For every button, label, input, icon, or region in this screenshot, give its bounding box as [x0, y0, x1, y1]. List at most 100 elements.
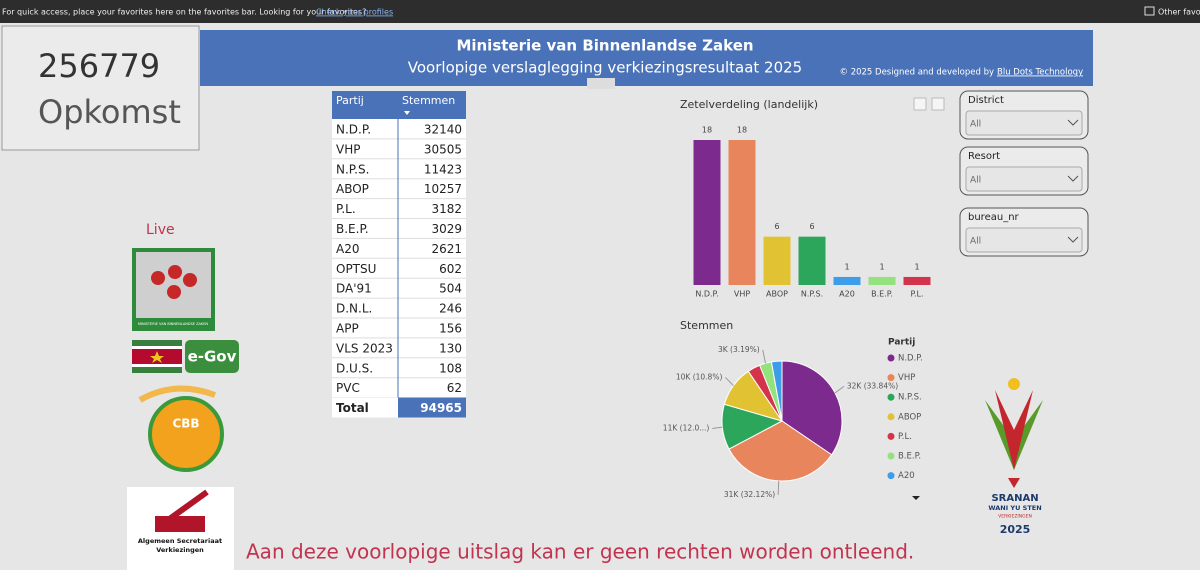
party-cell: D.U.S.: [336, 361, 373, 375]
total-value-cell: [398, 397, 466, 418]
pie-value-label: 31K (32.12%): [724, 490, 775, 499]
party-cell: N.D.P.: [336, 122, 371, 136]
votes-cell: 30505: [424, 142, 462, 156]
legend-label: N.D.P.: [898, 354, 923, 364]
sort-arrow: [404, 111, 410, 115]
bar-value-label: 1: [879, 262, 884, 271]
column-header: Partij: [336, 94, 364, 107]
filter-icon[interactable]: [913, 97, 927, 111]
bar-category-label: B.E.P.: [871, 290, 893, 299]
favorites-bar: [0, 0, 1200, 23]
legend-swatch: [887, 354, 895, 362]
brand-head: [1008, 378, 1020, 390]
live-label: Live: [146, 222, 175, 238]
legend-swatch: [887, 452, 895, 460]
bar: [728, 140, 756, 285]
bar: [693, 140, 721, 285]
votes-cell: 32140: [424, 122, 462, 136]
legend-more[interactable]: [912, 496, 920, 500]
legend-swatch: [887, 432, 895, 440]
header-credit: © 2025 Designed and developed by: [840, 68, 995, 78]
votes-cell: 3029: [431, 222, 462, 236]
party-cell: D.N.L.: [336, 302, 372, 316]
party-cell: DA'91: [336, 282, 372, 296]
votes-cell: 246: [439, 302, 462, 316]
slicer-dropdown[interactable]: [965, 166, 1083, 192]
votes-cell: 3182: [431, 202, 462, 216]
bar: [763, 236, 791, 285]
brand-line: WANI YU STEN: [988, 504, 1041, 512]
bar-category-label: ABOP: [766, 290, 788, 299]
votes-cell: 62: [447, 381, 462, 395]
leader-line: [762, 349, 766, 364]
party-cell: A20: [336, 242, 359, 256]
legend-label: N.P.S.: [898, 393, 922, 403]
egov-badge: [185, 340, 239, 373]
legend-label: B.E.P.: [898, 452, 921, 462]
total-row: [332, 397, 398, 418]
slicer-label: Resort: [968, 151, 1000, 162]
favorites-message: For quick access, place your favorites h…: [2, 8, 366, 17]
pie-value-label: 11K (12.0...): [663, 424, 710, 433]
bar-value-label: 18: [737, 126, 747, 135]
pie-value-label: 3K (3.19%): [718, 345, 760, 354]
legend-label: VHP: [898, 373, 915, 383]
bar-value-label: 6: [809, 222, 814, 231]
header-subtitle: Voorlopige verslaglegging verkiezingsres…: [408, 59, 802, 77]
egov-text: e-Gov: [188, 348, 237, 366]
dropdown-chevron: [1067, 119, 1079, 126]
votes-cell: 504: [439, 282, 462, 296]
flag-stripe: [132, 367, 182, 373]
party-cell: OPTSU: [336, 262, 376, 276]
dropdown-chevron: [1067, 236, 1079, 243]
votes-cell: 10257: [424, 182, 462, 196]
slicer-value: All: [970, 176, 981, 186]
slicer-dropdown[interactable]: [965, 110, 1083, 136]
kpi-card: [1, 25, 200, 151]
legend-swatch: [887, 472, 895, 480]
focus-icon[interactable]: [931, 97, 945, 111]
leader-line: [777, 480, 780, 495]
legend-label: P.L.: [898, 432, 912, 442]
cbb-logo: [148, 396, 224, 472]
ministry-logo-inner: [136, 252, 211, 318]
slicer-label: bureau_nr: [968, 212, 1020, 223]
total-label: Total: [336, 401, 369, 415]
pie-value-label: 32K (33.84%): [847, 381, 898, 390]
logo-figure: [168, 265, 182, 279]
votes-cell: 156: [439, 321, 462, 335]
bar-value-label: 1: [844, 262, 849, 271]
party-cell: VHP: [336, 142, 360, 156]
party-cell: APP: [336, 321, 359, 335]
profiles-link[interactable]: Check your profiles: [316, 8, 393, 17]
leader-line: [834, 385, 845, 394]
column-header: Stemmen: [402, 94, 455, 107]
bar: [903, 276, 931, 285]
logo-figure: [151, 271, 165, 285]
cbb-swoosh: [138, 385, 217, 403]
visual-toolbar[interactable]: [587, 78, 615, 89]
dropdown-chevron: [1067, 175, 1079, 182]
leader-line: [725, 377, 734, 387]
bar-category-label: VHP: [734, 290, 750, 299]
disclaimer: Aan deze voorlopige uitslag kan er geen …: [246, 540, 914, 564]
slicer-dropdown[interactable]: [965, 227, 1083, 253]
ballot: [166, 489, 209, 523]
legend-swatch: [887, 413, 895, 421]
pie-slice: [770, 360, 783, 422]
votes-cell: 11423: [424, 162, 462, 176]
folder-icon: [1144, 6, 1155, 16]
brand-mark: [1008, 478, 1020, 488]
asv-text: Verkiezingen: [156, 546, 204, 554]
other-favorites: Other favorites: [1158, 8, 1200, 17]
brand-line: SRANAN: [991, 493, 1038, 504]
logo-figure: [183, 273, 197, 287]
bar-category-label: A20: [839, 290, 855, 299]
bar: [798, 236, 826, 285]
bar-category-label: N.D.P.: [695, 290, 718, 299]
ministry-logo-text: MINISTERIE VAN BINNENLANDSE ZAKEN: [138, 322, 208, 326]
ballot-box: [155, 516, 205, 532]
votes-cell: 2621: [431, 242, 462, 256]
header-credit-link[interactable]: Blu Dots Technology: [997, 68, 1083, 78]
